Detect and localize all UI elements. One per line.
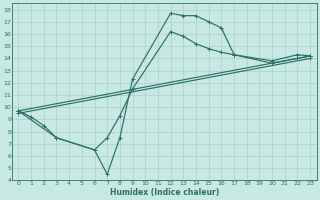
X-axis label: Humidex (Indice chaleur): Humidex (Indice chaleur) xyxy=(110,188,219,197)
